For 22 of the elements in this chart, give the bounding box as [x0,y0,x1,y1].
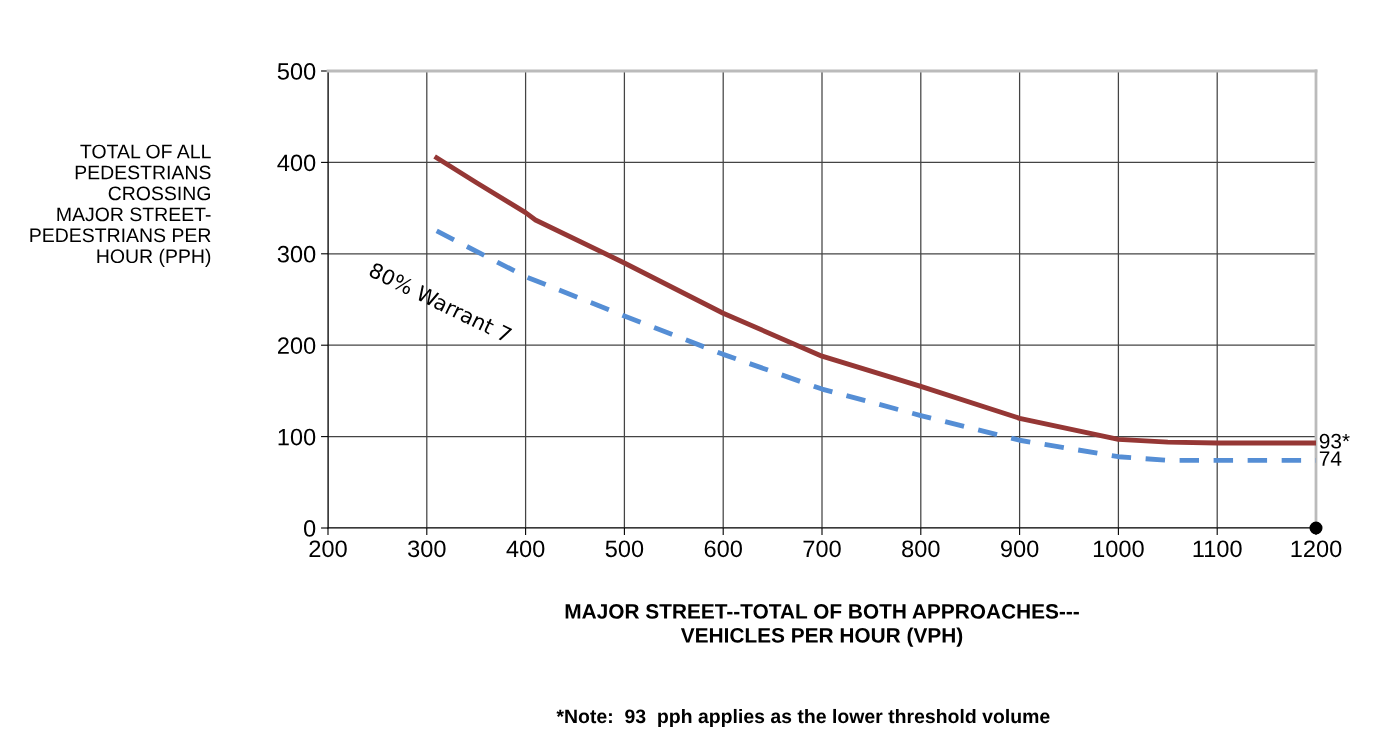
y-tick-label: 300 [277,245,316,263]
x-tick-label: 700 [803,540,841,558]
x-tick-label: 1100 [1193,540,1242,558]
y-tick-label: 500 [277,63,316,80]
x-tick-label: 200 [309,540,347,558]
x-tick-label: 1000 [1093,540,1144,558]
y-axis-title: TOTAL OF ALL PEDESTRIANS CROSSING MAJOR STREET- PEDESTRIANS PER HOUR (PPH) [30,144,211,267]
y-tick-label: 200 [277,337,316,354]
x-axis-title: MAJOR STREET--TOTAL OF BOTH APPROACHES--- VEHICLES PER HOUR (VPH) [565,604,1079,647]
annotation: 74 [1319,451,1342,466]
x-tick-label: 500 [605,540,644,558]
x-tick-label: 300 [408,540,446,558]
x-tick-label: 800 [902,540,940,558]
x-tick-label: 1200 [1291,540,1342,558]
y-tick-label: 400 [277,154,316,172]
annotation: 93* [1319,433,1350,449]
x-tick-label: 400 [506,540,545,558]
x-tick-label: 600 [704,540,742,558]
y-tick-label: 100 [278,428,316,446]
y-tick-label: 0 [303,520,316,537]
x-tick-label: 900 [1001,540,1039,558]
text: *Note: 93 pph applies as the lower threshold volume [556,708,1050,728]
